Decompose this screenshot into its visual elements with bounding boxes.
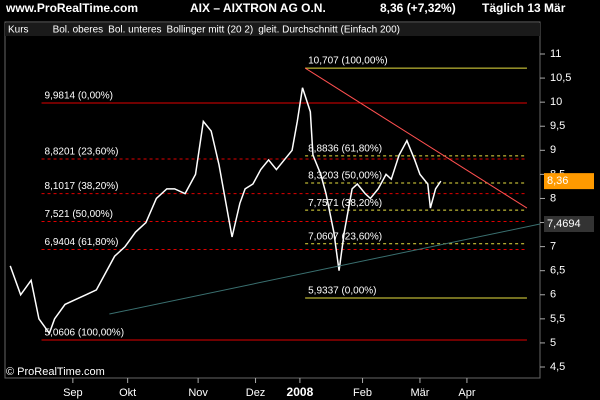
fib-label: 8,8201 (23,60%) — [45, 147, 119, 158]
legend-entry: Bol. oberes — [53, 25, 104, 36]
fib-label: 5,9337 (0,00%) — [308, 286, 376, 297]
price-tag: 8,36 — [547, 175, 568, 187]
series-line — [109, 223, 541, 315]
legend-entry: gleit. Durchschnitt (Einfach 200) — [258, 25, 400, 36]
y-tick-label: 5 — [550, 337, 556, 349]
y-tick-label: 11 — [550, 48, 561, 60]
x-tick-label: Nov — [188, 387, 208, 399]
x-tick-label: Sep — [63, 387, 83, 399]
fib-label: 8,1017 (38,20%) — [45, 181, 119, 192]
fib-label: 7,7571 (38,20%) — [308, 198, 382, 209]
fib-label: 8,3203 (50,00%) — [308, 171, 382, 182]
fib-label: 7,0607 (23,60%) — [308, 231, 382, 242]
y-tick-label: 8 — [550, 192, 556, 204]
y-tick-label: 7 — [550, 241, 556, 253]
quote: 8,36 (+7,32%) — [380, 1, 456, 15]
x-tick-label: Okt — [119, 387, 136, 399]
legend-entry: Bollinger mitt (20 2) — [167, 25, 254, 36]
price-tag: 7,4694 — [547, 218, 581, 230]
y-tick-label: 10 — [550, 96, 562, 108]
chart-title: AIX – AIXTRON AG O.N. — [190, 1, 326, 15]
y-tick-label: 6 — [550, 289, 556, 301]
x-tick-label: 2008 — [287, 385, 314, 399]
y-tick-label: 9 — [550, 144, 556, 156]
fib-label: 6,9404 (61,80%) — [45, 237, 119, 248]
x-tick-label: Mär — [410, 387, 429, 399]
x-tick-label: Feb — [353, 387, 372, 399]
y-tick-label: 10,5 — [550, 72, 571, 84]
price-tag-bg — [544, 216, 594, 233]
legend-bar — [5, 23, 540, 36]
fib-label: 8,8836 (61,80%) — [308, 144, 382, 155]
legend-entry: Bol. unteres — [108, 25, 161, 36]
plot-frame — [4, 21, 541, 379]
x-tick-label: Apr — [458, 387, 475, 399]
y-tick-label: 5,5 — [550, 313, 565, 325]
legend-entry: Kurs — [8, 25, 29, 36]
price-tag-bg — [544, 173, 594, 190]
fib-label: 7,521 (50,00%) — [45, 209, 113, 220]
fib-label: 5,0606 (100,00%) — [45, 328, 125, 339]
period: Täglich 13 Mär — [482, 1, 566, 15]
footer: © ProRealTime.com — [6, 366, 105, 378]
series-line — [304, 67, 528, 209]
y-tick-label: 9,5 — [550, 120, 565, 132]
x-tick-label: Dez — [246, 387, 266, 399]
y-tick-label: 4,5 — [550, 361, 565, 373]
series-line — [9, 87, 442, 335]
site: www.ProRealTime.com — [5, 1, 138, 15]
fib-label: 9,9814 (0,00%) — [45, 91, 113, 102]
y-tick-label: 6,5 — [550, 265, 565, 277]
fib-label: 10,707 (100,00%) — [308, 56, 388, 67]
